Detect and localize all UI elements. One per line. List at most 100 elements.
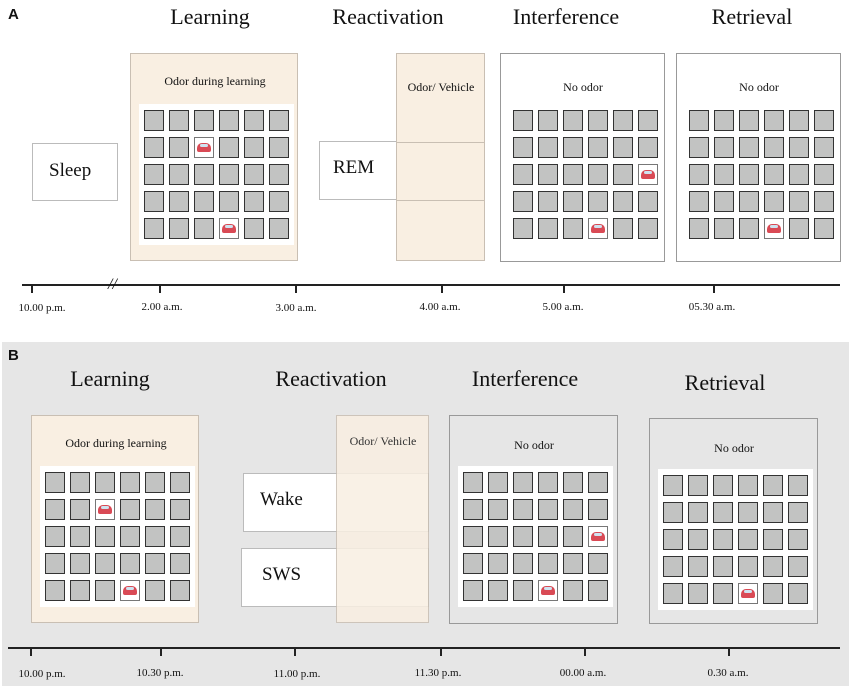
- grid-card: [688, 556, 708, 577]
- grid-card: [713, 583, 733, 604]
- odor-vehicle-column: Odor/ Vehicle: [396, 53, 485, 261]
- grid-card: [764, 137, 784, 158]
- grid-card: [663, 475, 683, 496]
- grid-card: [689, 191, 709, 212]
- grid-card: [714, 110, 734, 131]
- grid-card: [488, 580, 508, 601]
- grid-card: [170, 580, 190, 601]
- grid-card: [513, 191, 533, 212]
- grid-card: [738, 529, 758, 550]
- grid-card: [688, 529, 708, 550]
- grid-card: [713, 475, 733, 496]
- grid-card-car: [219, 218, 239, 239]
- grid-card: [144, 110, 164, 131]
- odor-vehicle-label: Odor/ Vehicle: [407, 80, 475, 94]
- car-icon: [197, 143, 211, 152]
- grid-card: [219, 110, 239, 131]
- grid-card: [563, 526, 583, 547]
- grid-card: [588, 553, 608, 574]
- tick: [441, 285, 443, 293]
- grid-card: [764, 110, 784, 131]
- panel-label: A: [8, 6, 19, 23]
- phase-title-learning: Learning: [170, 4, 250, 29]
- grid-card: [45, 526, 65, 547]
- time-label: 3.00 a.m.: [275, 302, 317, 314]
- grid-card: [219, 191, 239, 212]
- grid-card: [194, 164, 214, 185]
- grid-card: [689, 164, 709, 185]
- grid-card: [814, 218, 834, 239]
- grid-card: [513, 164, 533, 185]
- grid-card: [588, 110, 608, 131]
- grid-card-car: [588, 218, 608, 239]
- grid-card: [269, 137, 289, 158]
- grid-card: [194, 191, 214, 212]
- memory-grid: [40, 466, 195, 607]
- grid-card: [713, 556, 733, 577]
- grid-card: [513, 499, 533, 520]
- grid-card: [45, 553, 65, 574]
- learning-box: Odor during learning: [130, 53, 298, 261]
- sleep-box: Sleep: [32, 143, 118, 201]
- time-label: 5.00 a.m.: [542, 301, 584, 313]
- grid-card: [538, 137, 558, 158]
- grid-card: [763, 475, 783, 496]
- tick: [563, 285, 565, 293]
- grid-card-car: [95, 499, 115, 520]
- sleep-label: Sleep: [49, 160, 92, 181]
- grid-card: [513, 218, 533, 239]
- grid-card: [70, 472, 90, 493]
- memory-grid: [508, 104, 663, 245]
- memory-grid: [684, 104, 839, 245]
- phase-title-reactivation: Reactivation: [332, 4, 444, 29]
- phase-title-reactivation: Reactivation: [275, 366, 387, 391]
- grid-card: [764, 164, 784, 185]
- grid-card: [814, 191, 834, 212]
- grid-card: [169, 110, 189, 131]
- grid-card: [145, 553, 165, 574]
- tick: [584, 648, 586, 656]
- grid-card: [588, 472, 608, 493]
- grid-card: [170, 553, 190, 574]
- timeline-axis: [22, 284, 840, 286]
- rem-box: REM: [319, 141, 397, 200]
- time-label: 10.30 p.m.: [136, 667, 184, 679]
- timeline-axis: [8, 647, 840, 649]
- grid-card-car: [738, 583, 758, 604]
- grid-card: [588, 137, 608, 158]
- grid-card: [463, 472, 483, 493]
- grid-card: [194, 110, 214, 131]
- grid-card: [689, 218, 709, 239]
- grid-card: [70, 526, 90, 547]
- grid-card: [538, 218, 558, 239]
- grid-card: [814, 137, 834, 158]
- tick: [294, 648, 296, 656]
- grid-card: [789, 137, 809, 158]
- grid-card: [488, 526, 508, 547]
- grid-card: [763, 529, 783, 550]
- grid-card: [120, 526, 140, 547]
- grid-card: [145, 526, 165, 547]
- memory-grid: [139, 104, 294, 245]
- grid-card: [738, 475, 758, 496]
- car-icon: [98, 505, 112, 514]
- grid-card: [588, 580, 608, 601]
- grid-card: [45, 499, 65, 520]
- grid-card: [638, 218, 658, 239]
- grid-card: [788, 556, 808, 577]
- interference-box: No odor: [500, 53, 665, 262]
- grid-card: [638, 191, 658, 212]
- grid-card: [145, 499, 165, 520]
- memory-grid: [658, 469, 813, 610]
- grid-card: [663, 556, 683, 577]
- time-label: 4.00 a.m.: [419, 301, 461, 313]
- grid-card: [269, 164, 289, 185]
- time-label: 00.00 a.m.: [559, 667, 607, 679]
- grid-card: [269, 191, 289, 212]
- divider: [397, 200, 484, 201]
- grid-card: [169, 218, 189, 239]
- grid-card: [789, 218, 809, 239]
- grid-card: [788, 502, 808, 523]
- grid-card: [169, 191, 189, 212]
- grid-card: [638, 137, 658, 158]
